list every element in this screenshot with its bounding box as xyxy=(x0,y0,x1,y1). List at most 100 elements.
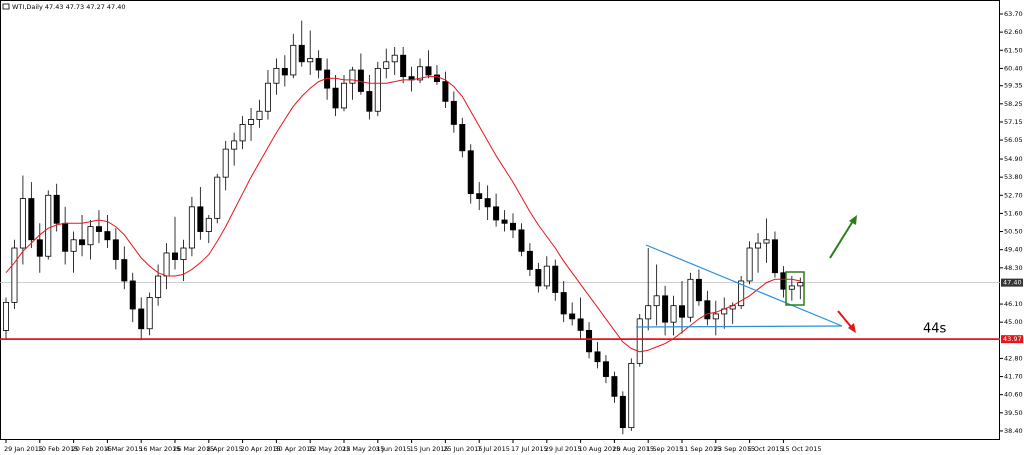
y-tick-label: 46.10 xyxy=(1004,300,1023,308)
candle-body xyxy=(281,67,288,76)
candle-body xyxy=(509,222,516,231)
candle-body xyxy=(264,82,271,112)
candle-body xyxy=(687,278,694,318)
candle-body xyxy=(248,119,255,125)
x-tick-label: 5 Oct 2015 xyxy=(748,445,784,453)
candle-body xyxy=(87,226,94,246)
candle-body xyxy=(695,278,702,302)
candle-body xyxy=(484,198,491,208)
candle-body xyxy=(780,272,787,290)
candle-body xyxy=(586,330,593,353)
candle-body xyxy=(290,44,297,76)
candle-body xyxy=(214,176,221,219)
candle-body xyxy=(433,74,440,82)
candle-body xyxy=(543,265,550,287)
candle-body xyxy=(28,198,35,241)
x-tick-label: 29 Jan 2015 xyxy=(4,445,43,453)
chart-title: WTI,Daily 47.43 47.73 47.27 47.40 xyxy=(12,3,126,11)
candle-body xyxy=(79,239,86,246)
x-tick-label: 7 Jul 2015 xyxy=(477,445,510,453)
y-tick-label: 51.60 xyxy=(1004,209,1023,217)
candle-body xyxy=(611,376,618,397)
candle-body xyxy=(205,217,212,232)
candle-body xyxy=(400,54,407,78)
y-tick-label: 50.50 xyxy=(1004,228,1023,236)
y-tick-label: 41.70 xyxy=(1004,373,1023,381)
candle-body xyxy=(104,231,111,241)
x-tick-label: 12 May 2015 xyxy=(308,445,350,453)
candle-body xyxy=(450,100,457,125)
x-tick-label: 20 Feb 2015 xyxy=(72,445,112,453)
candle-body xyxy=(653,295,660,307)
candle-body xyxy=(298,44,305,63)
candle-body xyxy=(535,269,542,287)
candle-body xyxy=(121,259,128,282)
candle-body xyxy=(36,239,43,257)
candle-body xyxy=(417,66,424,81)
candle-body xyxy=(340,82,347,109)
candle-body xyxy=(425,66,432,76)
candle-body xyxy=(383,61,390,69)
candle-body xyxy=(45,194,52,257)
candle-body xyxy=(602,361,609,377)
candle-body xyxy=(560,292,567,315)
candle-body xyxy=(129,280,136,310)
y-tick-label: 58.25 xyxy=(1004,100,1023,108)
y-tick-label: 38.40 xyxy=(1004,427,1023,435)
candle-body xyxy=(315,58,322,71)
x-tick-label: 22 May 2015 xyxy=(342,445,384,453)
candle-body xyxy=(746,247,753,282)
y-tick-label: 59.35 xyxy=(1004,82,1023,90)
candle-body xyxy=(256,110,263,120)
price-tag-label: 43.97 xyxy=(1003,335,1022,343)
candle-body xyxy=(349,69,356,84)
x-tick-label: 30 Apr 2015 xyxy=(274,445,314,453)
y-tick-label: 53.80 xyxy=(1004,173,1023,181)
candle-body xyxy=(797,282,804,287)
candle-body xyxy=(670,305,677,323)
y-tick-label: 54.90 xyxy=(1004,155,1023,163)
highlight-box xyxy=(785,271,805,306)
plot-frame xyxy=(0,0,1000,440)
candle-body xyxy=(163,252,170,277)
y-tick-label: 60.40 xyxy=(1004,64,1023,72)
candle-body xyxy=(577,318,584,331)
candle-body xyxy=(771,239,778,274)
y-tick-label: 39.50 xyxy=(1004,409,1023,417)
candle-body xyxy=(459,124,466,152)
candle-body xyxy=(155,275,162,298)
candle-body xyxy=(755,242,762,249)
candle-body xyxy=(239,124,246,142)
candle-body xyxy=(188,206,195,249)
trendline xyxy=(645,244,843,327)
candle-body xyxy=(11,247,18,303)
candle-body xyxy=(366,91,373,112)
arrow-down xyxy=(837,310,853,329)
x-tick-label: 17 Jul 2015 xyxy=(511,445,548,453)
arrow-head xyxy=(849,215,857,225)
price-tag xyxy=(1001,335,1023,344)
candle-body xyxy=(3,301,9,331)
candle-body xyxy=(552,265,559,293)
trendline xyxy=(635,325,843,328)
x-tick-label: 25 Jun 2015 xyxy=(443,445,482,453)
candle-body xyxy=(569,313,576,320)
candle-body xyxy=(594,351,601,363)
y-tick-label: 57.15 xyxy=(1004,118,1023,126)
x-tick-label: 1 Sep 2015 xyxy=(646,445,683,453)
x-tick-label: 29 Jul 2015 xyxy=(545,445,582,453)
candle-body xyxy=(467,150,474,195)
candle-body xyxy=(788,285,795,290)
candle-body xyxy=(53,194,60,224)
y-tick-label: 49.40 xyxy=(1004,246,1023,254)
x-tick-label: 23 Sep 2015 xyxy=(714,445,755,453)
candle-body xyxy=(112,239,119,260)
arrow-up xyxy=(829,220,854,259)
moving-average xyxy=(5,76,801,353)
price-tag-label: 47.40 xyxy=(1003,279,1022,287)
y-tick-label: 62.60 xyxy=(1004,28,1023,36)
x-tick-label: 8 Apr 2015 xyxy=(207,445,243,453)
price-tag xyxy=(1001,278,1023,287)
candle-body xyxy=(442,81,449,102)
